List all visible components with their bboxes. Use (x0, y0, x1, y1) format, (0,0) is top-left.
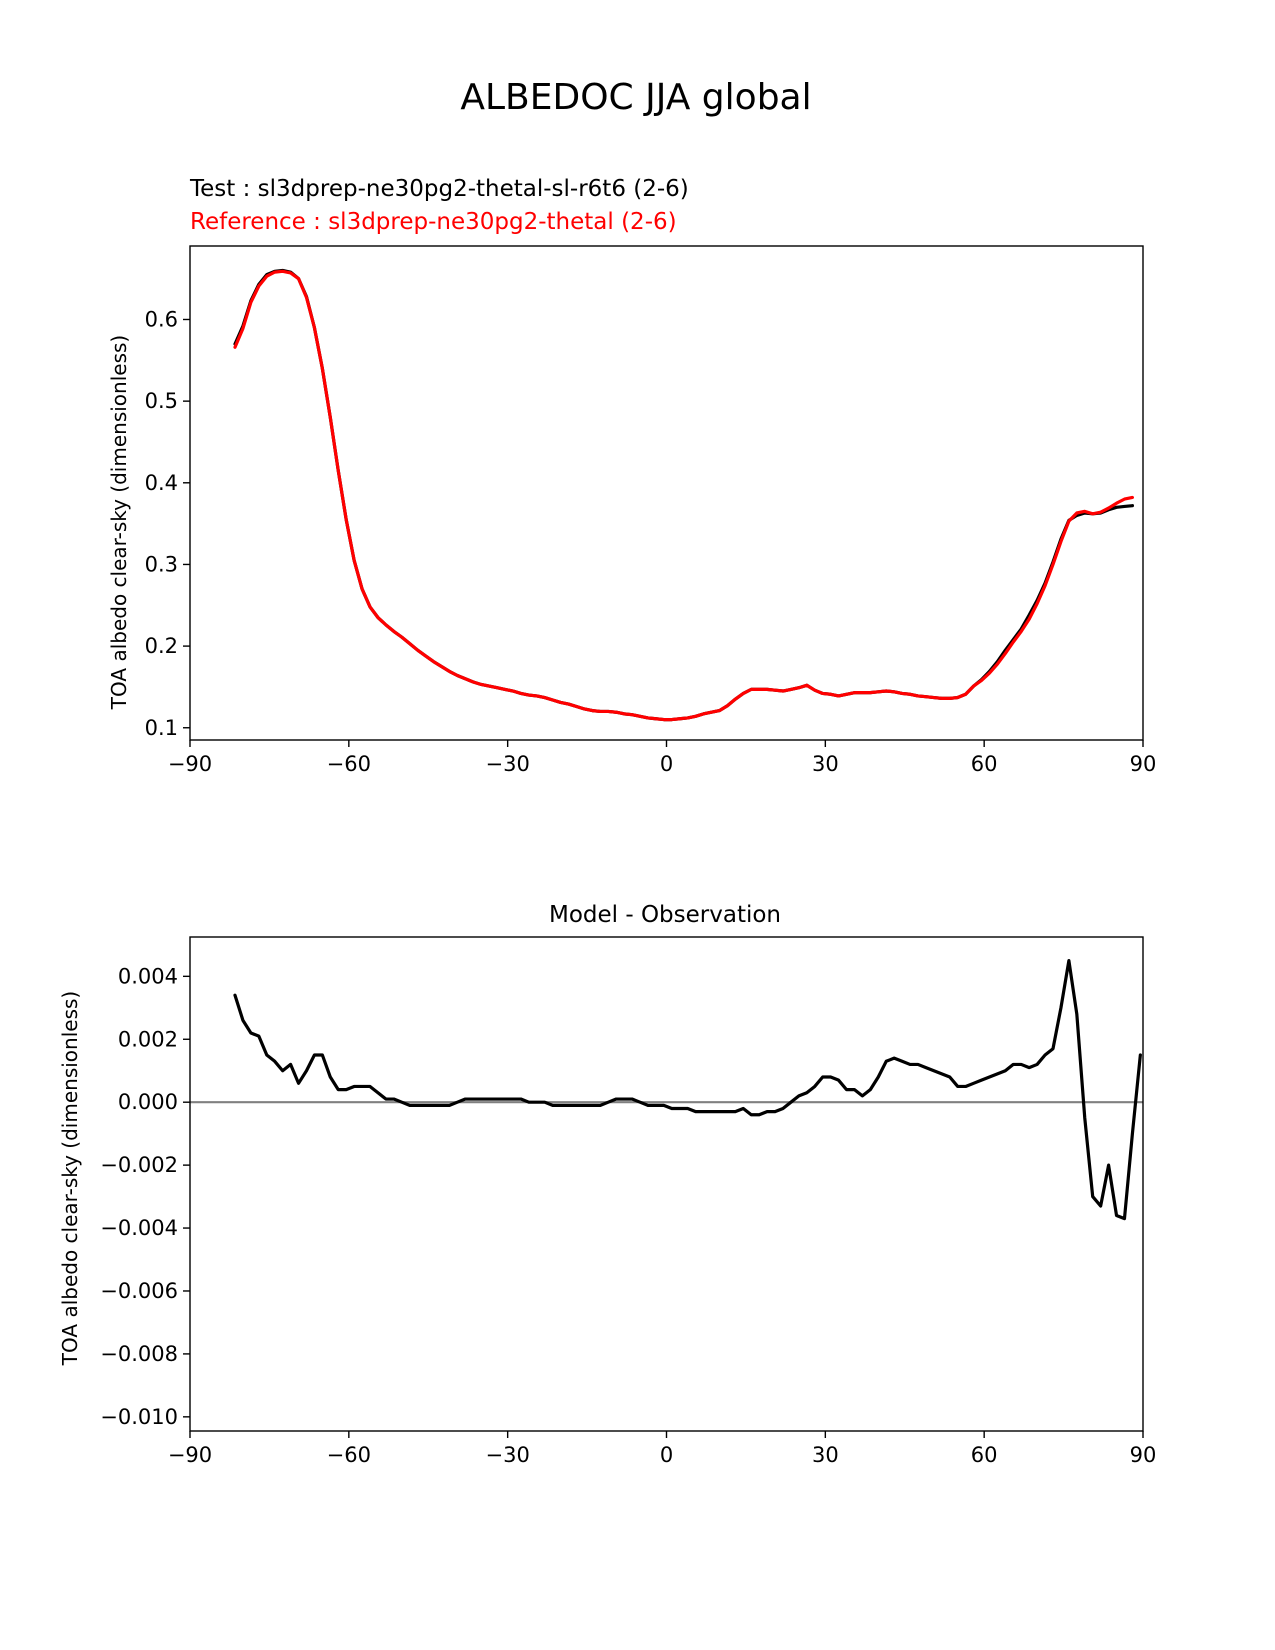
top-y-tick-label: 0.6 (145, 307, 178, 331)
bottom-y-tick-label: −0.004 (100, 1216, 178, 1240)
bottom-y-tick-label: −0.010 (100, 1405, 178, 1429)
reference-subtitle: Reference : sl3dprep-ne30pg2-thetal (2-6… (190, 209, 677, 235)
top-y-axis-label: TOA albedo clear-sky (dimensionless) (107, 335, 131, 710)
top-x-tick-label: −90 (168, 752, 212, 776)
bottom-y-tick-label: −0.006 (100, 1279, 178, 1303)
top-plot-area: −90 −60 −30 0 30 60 90 0.1 0.2 0.3 0.4 0.5 0.6 (145, 245, 1157, 776)
bottom-panel-title: Model - Observation (549, 902, 781, 928)
figure-title: ALBEDOC JJA global (460, 77, 811, 118)
bottom-y-axis-label: TOA albedo clear-sky (dimensionless) (58, 991, 82, 1366)
top-x-tick-label: 0 (660, 752, 673, 776)
bottom-plot-area: −90 −60 −30 0 30 60 90 0.004 0.002 0.000 −0.002 −0.… (100, 936, 1157, 1467)
top-y-tick-label: 0.3 (145, 552, 178, 576)
top-y-tick-label: 0.5 (145, 389, 178, 413)
test-subtitle: Test : sl3dprep-ne30pg2-thetal-sl-r6t6 (… (189, 176, 689, 202)
top-x-tick-label: −30 (486, 752, 530, 776)
top-x-tick-label: 60 (971, 752, 998, 776)
bottom-y-tick-label: 0.004 (118, 964, 178, 988)
top-y-tick-label: 0.4 (145, 471, 178, 495)
bottom-x-tick-label: −90 (168, 1443, 212, 1467)
bottom-x-tick-label: −30 (486, 1443, 530, 1467)
bottom-y-tick-label: −0.002 (100, 1153, 178, 1177)
bottom-x-tick-label: −60 (327, 1443, 371, 1467)
top-x-tick-label: −60 (327, 752, 371, 776)
top-y-tick-label: 0.2 (145, 634, 178, 658)
top-x-tick-label: 30 (812, 752, 839, 776)
bottom-series-difference-line (233, 958, 1142, 1221)
bottom-x-tick-label: 60 (971, 1443, 998, 1467)
top-y-tick-label: 0.1 (145, 716, 178, 740)
top-series-reference-line (233, 269, 1135, 722)
top-x-tick-label: 90 (1130, 752, 1157, 776)
top-panel: Test : sl3dprep-ne30pg2-thetal-sl-r6t6 (… (107, 176, 1156, 776)
bottom-x-tick-label: 0 (660, 1443, 673, 1467)
bottom-x-tick-label: 90 (1130, 1443, 1157, 1467)
bottom-y-tick-label: −0.008 (100, 1342, 178, 1366)
bottom-y-tick-label: 0.000 (118, 1090, 178, 1114)
bottom-x-tick-label: 30 (812, 1443, 839, 1467)
bottom-panel: Model - Observation TOA albedo clear-sky… (58, 902, 1156, 1467)
bottom-y-tick-label: 0.002 (118, 1027, 178, 1051)
